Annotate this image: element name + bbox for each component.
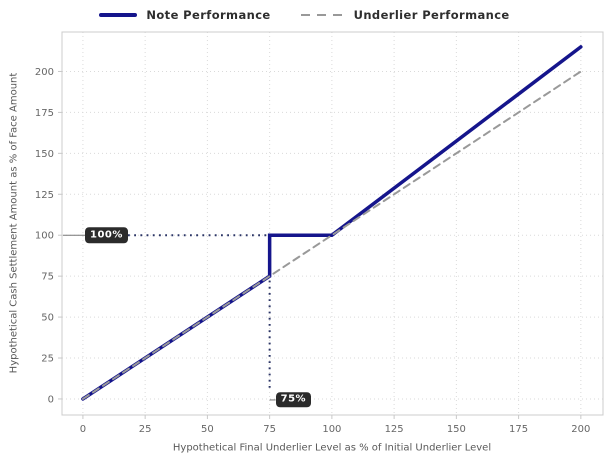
x-tick-label: 50 <box>201 424 214 435</box>
y-tick-label: 75 <box>41 272 54 283</box>
y-tick-label: 25 <box>41 354 54 365</box>
legend: Note Performance Underlier Performance <box>0 8 609 22</box>
note-line-swatch-icon <box>99 12 138 18</box>
annotation-label-100-percent: 100% <box>85 227 128 243</box>
underlier-line-swatch-icon <box>300 13 345 17</box>
y-tick-label: 100 <box>35 231 54 242</box>
y-tick-label: 150 <box>35 149 54 160</box>
underlier-performance-line <box>81 70 582 400</box>
x-tick-label: 0 <box>80 424 86 435</box>
x-tick-label: 200 <box>571 424 590 435</box>
y-tick-label: 0 <box>48 394 54 405</box>
x-tick-label: 150 <box>447 424 466 435</box>
x-tick-label: 75 <box>263 424 276 435</box>
x-tick-label: 100 <box>322 424 341 435</box>
x-axis-title: Hypothetical Final Underlier Level as % … <box>172 442 492 454</box>
x-tick-label: 175 <box>509 424 528 435</box>
y-tick-label: 125 <box>35 190 54 201</box>
y-tick-label: 175 <box>35 108 54 119</box>
y-tick-label: 200 <box>35 67 54 78</box>
note-performance-line <box>81 45 583 401</box>
legend-item-underlier-performance: Underlier Performance <box>300 8 510 22</box>
x-tick-label: 25 <box>139 424 152 435</box>
x-tick-label: 125 <box>385 424 404 435</box>
y-tick-label: 50 <box>41 313 54 324</box>
plot-border <box>61 31 604 416</box>
annotation-label-75-percent: 75% <box>275 392 312 408</box>
legend-item-note-performance: Note Performance <box>99 8 270 22</box>
y-axis-title: Hypothetical Cash Settlement Amount as %… <box>8 72 20 374</box>
legend-label-underlier-performance: Underlier Performance <box>353 8 510 22</box>
legend-label-note-performance: Note Performance <box>146 8 271 22</box>
